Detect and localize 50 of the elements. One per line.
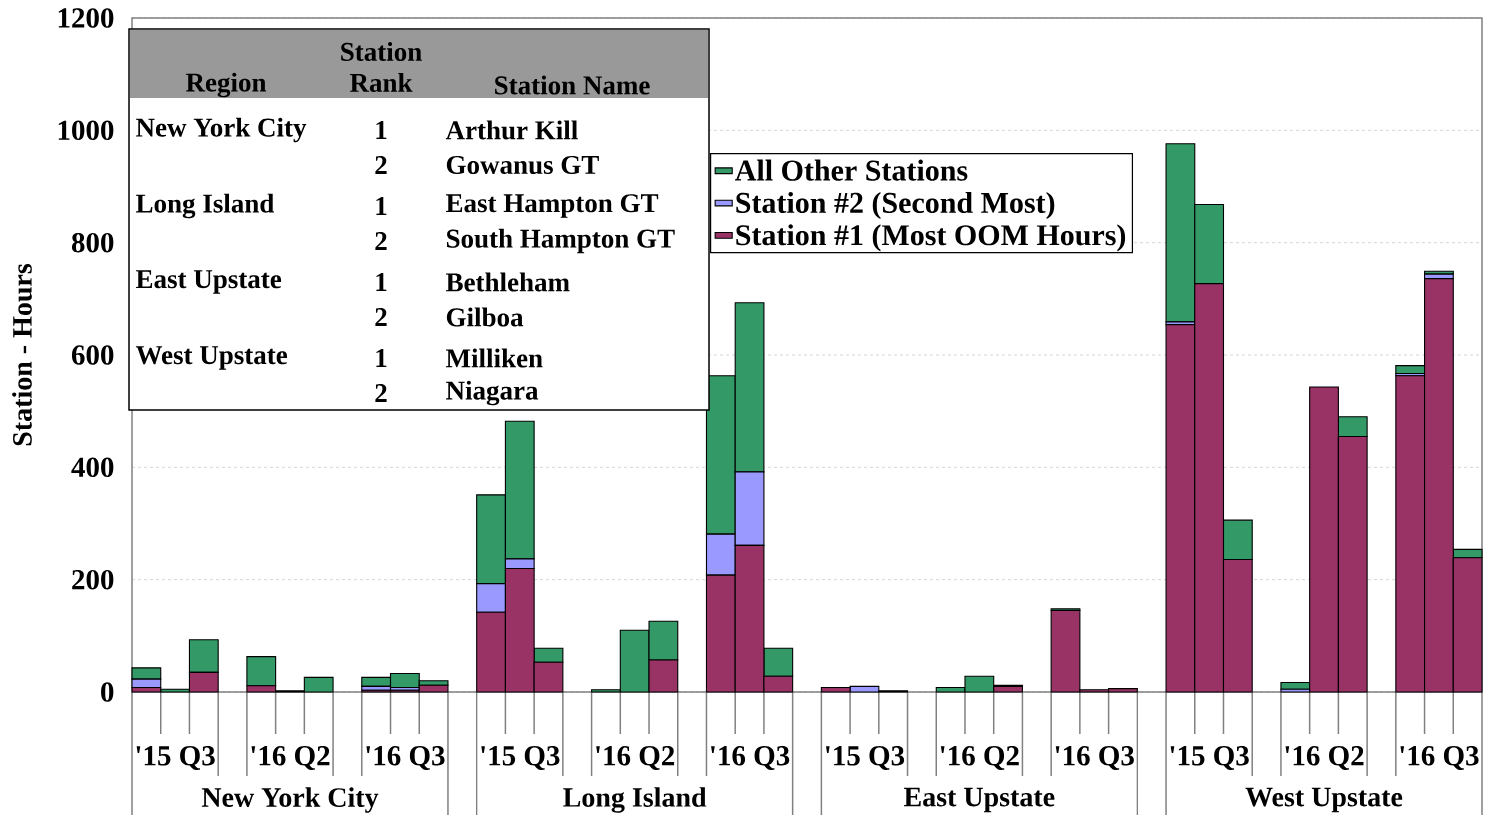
- y-axis-title: Station - Hours: [12, 263, 32, 446]
- annotation: Station Name: [495, 75, 650, 95]
- annotation: 1: [376, 121, 387, 139]
- x-tick-label: '15 Q3: [136, 746, 215, 770]
- y-tick-label: 1200: [58, 8, 114, 28]
- annotation: East Upstate: [136, 270, 282, 294]
- legend-label: Station #2 (Second Most): [736, 191, 1055, 220]
- annotation: West Upstate: [135, 346, 288, 370]
- x-tick-label: '16 Q3: [711, 746, 790, 770]
- text: Long Island: [563, 787, 707, 813]
- annotation: 1: [376, 349, 387, 367]
- legend-label: All Other Stations: [735, 159, 968, 181]
- x-tick-label: '16 Q2: [1285, 746, 1364, 770]
- y-tick-label: 800: [71, 232, 114, 253]
- annotation: Region: [185, 72, 267, 98]
- annotation: Long Island: [136, 193, 275, 219]
- x-tick-label: '15 Q3: [825, 746, 905, 770]
- annotation: Gilboa: [446, 307, 524, 327]
- annotation: 2: [375, 308, 387, 326]
- annotation: Bethleham: [446, 272, 570, 292]
- y-tick-label: 600: [71, 345, 114, 365]
- annotation: 1: [376, 273, 387, 291]
- annotation: 2: [375, 156, 387, 174]
- text: New York City: [201, 787, 379, 813]
- y-tick-label: 0: [101, 682, 114, 702]
- annotation: Arthur Kill: [445, 120, 578, 140]
- annotation: Station Rank: [341, 41, 422, 92]
- y-tick-label: 200: [72, 569, 114, 590]
- annotation: New York City: [136, 117, 307, 143]
- x-tick-label: '16 Q2: [940, 746, 1019, 770]
- x-tick-label: '16 Q3: [1055, 746, 1134, 770]
- text: East Upstate: [904, 787, 1055, 813]
- legend-label: Station #1 (Most OOM Hours): [736, 224, 1126, 252]
- annotation: 1: [376, 197, 387, 215]
- annotation: East Hampton GT: [446, 194, 659, 218]
- x-tick-label: '15 Q3: [481, 746, 560, 770]
- x-tick-label: '16 Q2: [251, 746, 330, 770]
- annotation: 2: [375, 384, 387, 402]
- y-tick-label: 400: [71, 457, 114, 478]
- annotation: Milliken: [446, 348, 543, 368]
- annotation: Niagara: [446, 380, 539, 406]
- annotation: South Hampton GT: [446, 228, 675, 254]
- y-tick-label: 1000: [58, 120, 114, 141]
- x-tick-label: '15 Q3: [1170, 746, 1249, 770]
- x-tick-label: '16 Q2: [596, 746, 675, 770]
- annotation: Gowanus GT: [446, 155, 599, 175]
- x-tick-label: '16 Q3: [1400, 746, 1479, 770]
- x-tick-label: '16 Q3: [366, 746, 445, 770]
- annotation: 2: [375, 232, 387, 250]
- text: West Upstate: [1245, 787, 1403, 813]
